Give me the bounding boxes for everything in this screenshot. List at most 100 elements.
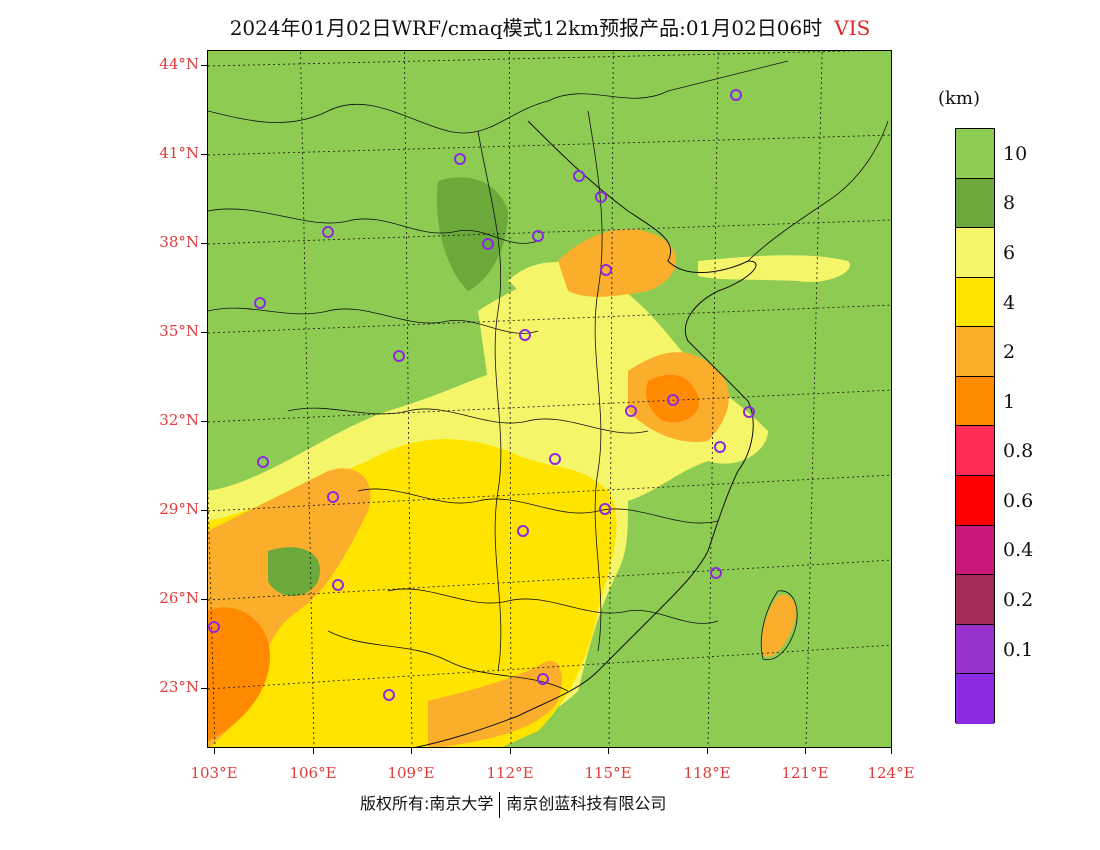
colorbar-segment [956, 674, 994, 724]
lon-tick [214, 748, 215, 754]
city-marker [730, 89, 742, 101]
colorbar-segment [956, 327, 994, 377]
city-marker [710, 567, 722, 579]
colorbar-segment [956, 575, 994, 625]
footer-divider [499, 791, 501, 818]
lon-tick [707, 748, 708, 754]
colorbar-level-label: 6 [1003, 241, 1016, 264]
colorbar [955, 128, 995, 724]
field-taiwan [761, 595, 796, 657]
lon-label: 118°E [683, 764, 731, 782]
city-marker [322, 226, 334, 238]
city-marker [599, 503, 611, 515]
colorbar-level-label: 0.2 [1003, 589, 1034, 612]
city-marker [257, 456, 269, 468]
lon-tick [510, 748, 511, 754]
lon-tick [313, 748, 314, 754]
lat-label: 32°N [159, 411, 199, 429]
city-marker [482, 238, 494, 250]
colorbar-level-label: 2 [1003, 341, 1016, 364]
border-line-3 [287, 407, 649, 434]
colorbar-segment [956, 525, 994, 576]
border-line-2 [208, 307, 539, 334]
field-hebei-dark [437, 177, 508, 291]
city-marker [743, 406, 755, 418]
lon-label: 124°E [867, 764, 915, 782]
city-marker [517, 525, 529, 537]
city-marker [332, 579, 344, 591]
graticule-lon-line [608, 51, 614, 747]
lat-tick [201, 599, 207, 600]
colorbar-segment [956, 228, 994, 278]
lon-label: 115°E [584, 764, 632, 782]
lat-label: 35°N [159, 322, 199, 340]
city-marker [393, 350, 405, 362]
field-nchina-orange [558, 229, 677, 297]
city-marker [667, 394, 679, 406]
legend-unit: (km) [938, 88, 981, 109]
visibility-fields [208, 177, 850, 747]
city-markers [208, 89, 755, 701]
lat-label: 44°N [159, 55, 199, 73]
colorbar-level-label: 0.1 [1003, 638, 1034, 661]
graticule-lon-line [403, 51, 413, 747]
lon-tick [805, 748, 806, 754]
city-marker [595, 191, 607, 203]
graticule [208, 51, 891, 747]
graticule-lon-line [805, 51, 823, 747]
province-borders [208, 60, 889, 747]
graticule-lon-line [300, 51, 315, 747]
lon-label: 112°E [486, 764, 534, 782]
field-jiangsu-dark [646, 374, 699, 423]
border-line-1 [208, 208, 539, 244]
footer-left: 版权所有:南京大学 [360, 794, 494, 813]
colorbar-level-label: 0.8 [1003, 440, 1034, 463]
lon-label: 106°E [289, 764, 337, 782]
lat-tick [201, 332, 207, 333]
taiwan-outline [760, 590, 798, 661]
copyright-footer: 版权所有:南京大学 南京创蓝科技有限公司 [360, 790, 666, 818]
coastline [415, 120, 757, 747]
city-marker [600, 264, 612, 276]
colorbar-level-label: 0.6 [1003, 489, 1034, 512]
graticule-lon-line [707, 51, 719, 747]
city-marker [625, 405, 637, 417]
city-marker [254, 297, 266, 309]
lat-tick [201, 154, 207, 155]
lon-tick [891, 748, 892, 754]
border-line-7 [477, 130, 502, 672]
field-huanghuai-yellow [478, 261, 579, 384]
colorbar-level-label: 4 [1003, 291, 1016, 314]
lon-tick [608, 748, 609, 754]
colorbar-segment [956, 476, 994, 526]
city-marker [327, 491, 339, 503]
footer-right: 南京创蓝科技有限公司 [506, 794, 667, 813]
city-marker [208, 621, 220, 633]
lat-label: 29°N [159, 500, 199, 518]
lat-tick [201, 510, 207, 511]
border-north [208, 60, 789, 134]
lat-label: 41°N [159, 144, 199, 162]
city-marker [573, 170, 585, 182]
lon-label: 109°E [387, 764, 435, 782]
colorbar-level-label: 8 [1003, 192, 1016, 215]
lat-tick [201, 65, 207, 66]
border-line-6 [327, 630, 569, 692]
lat-label: 26°N [159, 589, 199, 607]
lat-tick [201, 688, 207, 689]
city-marker [454, 153, 466, 165]
lat-tick [201, 243, 207, 244]
city-marker [714, 441, 726, 453]
lat-tick [201, 421, 207, 422]
border-line-5 [387, 588, 719, 624]
colorbar-segment [956, 426, 994, 477]
field-sw-dark [208, 607, 270, 741]
colorbar-segment [956, 277, 994, 328]
colorbar-level-label: 1 [1003, 390, 1016, 413]
field-coast-orange [428, 660, 562, 747]
lat-label: 38°N [159, 233, 199, 251]
coast-northeast [747, 120, 889, 262]
lon-label: 103°E [190, 764, 238, 782]
graticule-lon-line [208, 480, 216, 747]
map-canvas [208, 51, 891, 747]
